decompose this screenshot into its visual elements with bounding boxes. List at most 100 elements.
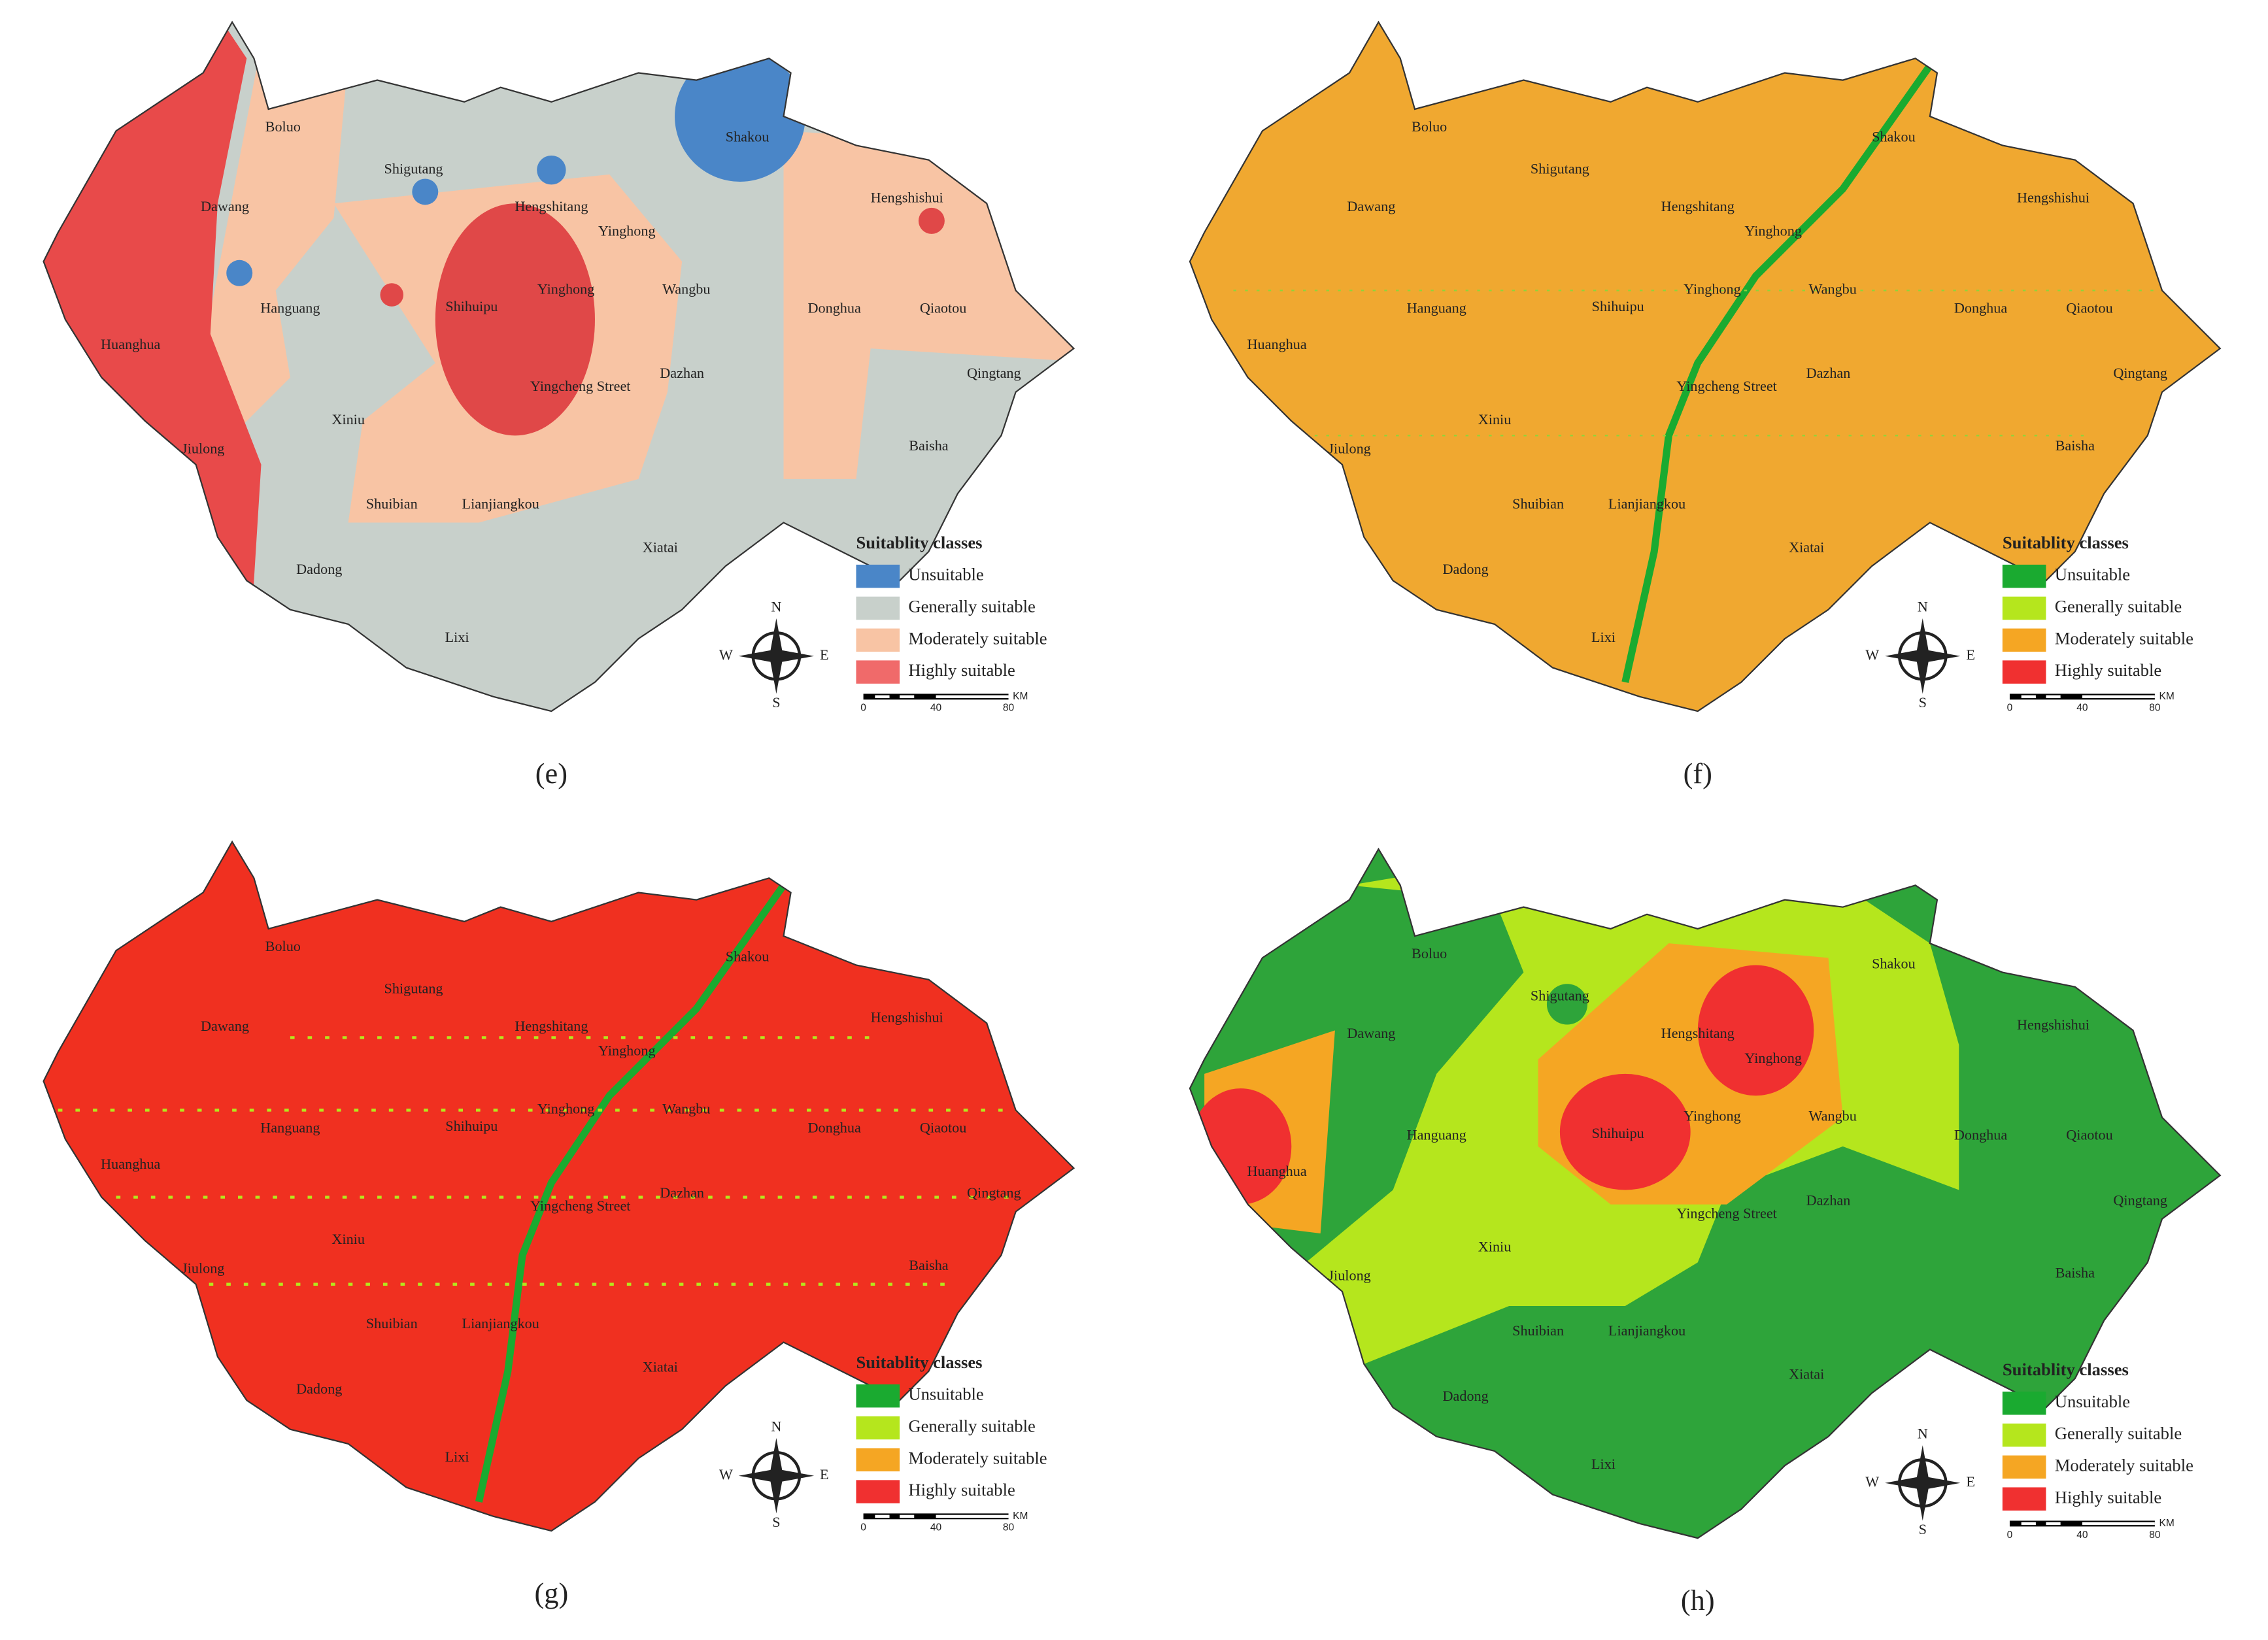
- place-name: Yingcheng Street: [1676, 1205, 1777, 1221]
- place-name: Baisha: [909, 437, 949, 454]
- place-name: Huanghua: [1247, 336, 1307, 352]
- map-panel: Boluo Dawang Shigutang Hengshitang Yinghong S…: [1189, 20, 2222, 790]
- map-panel: Boluo Dawang Shigutang Hengshitang Yinghong S…: [1189, 847, 2222, 1616]
- place-name: Qingtang: [2113, 1192, 2167, 1208]
- scale-label: 0: [2007, 1530, 2013, 1541]
- place-name: Shuibian: [366, 495, 418, 512]
- place-name: Dadong: [1443, 1388, 1489, 1404]
- map-outline: [42, 840, 1075, 1532]
- map-outline: [42, 20, 1075, 712]
- compass: N S E W: [1865, 599, 1975, 711]
- place-name: Jiulong: [1328, 441, 1370, 457]
- scale-label: 80: [2149, 1530, 2161, 1541]
- place-name: Xiatai: [643, 1359, 678, 1375]
- legend-item: Unsuitable: [2055, 1392, 2130, 1411]
- scale-unit: KM: [2159, 691, 2175, 702]
- scale-label: 80: [1003, 703, 1015, 714]
- place-name: Hengshishui: [871, 190, 943, 206]
- place-name: Lianjiangkou: [1608, 495, 1685, 512]
- suitability-zone: [1697, 965, 1814, 1096]
- place-name: Hengshitang: [1661, 1025, 1735, 1041]
- legend-item: Highly suitable: [908, 660, 1015, 680]
- place-name: Shigutang: [384, 980, 443, 996]
- legend-swatch: [2002, 596, 2046, 620]
- place-name: Xiniu: [1478, 1238, 1512, 1254]
- legend-swatch: [856, 1448, 900, 1472]
- legend-item: Highly suitable: [2055, 660, 2161, 680]
- scale-bar-segment: [2021, 695, 2036, 699]
- place-name: Qingtang: [2113, 365, 2167, 381]
- map-area: [43, 22, 1074, 712]
- legend-item: Moderately suitable: [2055, 1455, 2193, 1475]
- place-name: Hanguang: [1407, 1126, 1466, 1143]
- suitability-zone: [160, 44, 348, 610]
- scale-bar-segment: [2046, 695, 2061, 699]
- place-name: Hengshitang: [515, 198, 588, 214]
- scale-bar-segment: [2082, 1522, 2155, 1526]
- legend-swatch: [2002, 564, 2046, 588]
- place-name: Shihuipu: [1592, 298, 1644, 314]
- place-name: Yinghong: [598, 223, 656, 239]
- panel-label: (f): [1684, 757, 1712, 790]
- place-name: Xiniu: [331, 411, 365, 427]
- place-name: Shakou: [726, 948, 770, 964]
- place-name: Wangbu: [662, 280, 710, 297]
- place-name: Hengshitang: [1661, 198, 1735, 214]
- place-name: Qiaotou: [2066, 299, 2112, 316]
- compass-star: [738, 618, 815, 694]
- place-name: Baisha: [2056, 1264, 2095, 1280]
- legend-item: Moderately suitable: [2055, 628, 2193, 648]
- place-name: Shuibian: [366, 1315, 418, 1331]
- place-name: Yinghong: [598, 1043, 656, 1059]
- legend-item: Highly suitable: [2055, 1487, 2161, 1507]
- compass-n: N: [1918, 599, 1928, 615]
- place-name: Dazhan: [660, 1184, 704, 1201]
- place-name: Xiatai: [1789, 1366, 1824, 1382]
- place-name: Jiulong: [182, 441, 224, 457]
- place-name: Wangbu: [1808, 280, 1856, 297]
- place-name: Hanguang: [260, 1119, 320, 1135]
- scale-label: 0: [860, 1522, 866, 1533]
- scale-bar-segment: [936, 695, 1009, 699]
- place-name: Shuibian: [1512, 1322, 1564, 1339]
- place-name: Dadong: [296, 1381, 342, 1397]
- legend-title: Suitablity classes: [2003, 533, 2129, 552]
- suitability-zone: [1189, 1088, 1292, 1205]
- place-name: Yingcheng Street: [1676, 378, 1777, 394]
- place-name: Boluo: [1412, 118, 1447, 135]
- compass-star: [1885, 618, 1961, 694]
- place-name: Shuibian: [1512, 495, 1564, 512]
- legend-item: Unsuitable: [908, 565, 983, 584]
- legend-swatch: [856, 1480, 900, 1503]
- place-name: Xiatai: [1789, 539, 1824, 556]
- scale-label: 0: [2007, 703, 2013, 714]
- place-name: Boluo: [265, 938, 301, 954]
- place-name: Dadong: [296, 561, 342, 577]
- scale-label: 40: [930, 703, 942, 714]
- scale-label: 0: [860, 703, 866, 714]
- legend-swatch: [856, 564, 900, 588]
- legend-title: Suitablity classes: [856, 1352, 982, 1372]
- scale-bar-segment: [875, 695, 890, 699]
- place-name: Yinghong: [1744, 223, 1802, 239]
- suitability-zone: [1621, 63, 1933, 683]
- place-name: Yinghong: [1684, 280, 1741, 297]
- suitability-zone: [475, 883, 787, 1503]
- place-name: Shigutang: [1531, 987, 1589, 1003]
- compass-e: E: [1966, 1473, 1975, 1490]
- place-name: Donghua: [808, 1119, 861, 1135]
- compass-s: S: [772, 1514, 780, 1530]
- legend-swatch: [2002, 1423, 2046, 1447]
- place-name: Hengshitang: [515, 1018, 588, 1034]
- place-name: Wangbu: [1808, 1108, 1856, 1124]
- legend-swatch: [2002, 628, 2046, 652]
- legend-title: Suitablity classes: [2003, 1360, 2129, 1379]
- legend-item: Generally suitable: [2055, 597, 2182, 616]
- compass: N S E W: [719, 599, 829, 711]
- place-name: Baisha: [909, 1257, 949, 1273]
- legend-item: Unsuitable: [908, 1384, 983, 1404]
- legend-item: Moderately suitable: [908, 628, 1047, 648]
- place-name: Jiulong: [182, 1260, 224, 1277]
- place-name: Xiniu: [331, 1231, 365, 1247]
